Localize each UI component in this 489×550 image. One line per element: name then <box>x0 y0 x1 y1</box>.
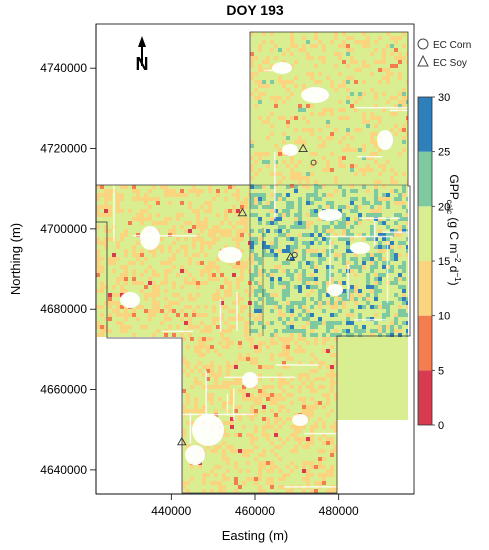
soy-site-marker <box>298 143 308 152</box>
colorbar: 0 5 10 15 20 25 30 <box>417 92 450 432</box>
soy-site-marker <box>285 252 296 261</box>
legend-soy-marker <box>417 54 429 67</box>
colorbar-tick-label: 10 <box>438 311 450 323</box>
map-title: DOY 193 <box>226 2 284 18</box>
soy-site-marker <box>237 207 248 217</box>
y-axis-label: Northing (m) <box>8 223 23 295</box>
gpp-raster <box>96 32 408 493</box>
colorbar-tick-label: 15 <box>438 256 450 268</box>
colorbar-tick-label: 30 <box>438 92 450 104</box>
y-tick-label: 4700000 <box>40 222 87 236</box>
colorbar-label: GPPcalc (g C m−2 d−1) <box>445 174 462 285</box>
legend-corn-marker <box>417 38 429 50</box>
colorbar-bin <box>418 315 432 371</box>
soy-site-marker <box>177 436 187 446</box>
y-tick-label: 4740000 <box>40 61 87 75</box>
colorbar-bin <box>418 206 432 261</box>
colorbar-tick-label: 0 <box>438 420 444 432</box>
y-tick-label: 4720000 <box>40 142 87 156</box>
y-tick-label: 4660000 <box>40 383 87 397</box>
y-tick-label: 4680000 <box>40 302 87 316</box>
site-legend: EC Corn EC Soy <box>417 38 471 69</box>
x-tick-label: 480000 <box>319 504 359 518</box>
colorbar-tick-label: 20 <box>438 201 450 213</box>
colorbar-tick-label: 5 <box>438 365 444 377</box>
x-tick-label: 460000 <box>235 504 275 518</box>
y-tick-label: 4640000 <box>40 463 87 477</box>
north-arrow-icon: N <box>136 36 149 74</box>
colorbar-bin <box>418 370 432 425</box>
colorbar-tick-label: 25 <box>438 147 450 159</box>
y-axis: 4640000 4660000 4680000 4700000 4720000 47400… <box>40 24 97 494</box>
legend-soy-label: EC Soy <box>433 58 467 69</box>
colorbar-bin <box>418 261 432 316</box>
north-arrow-label: N <box>136 54 149 74</box>
corn-site-marker <box>291 252 298 258</box>
colorbar-bin <box>418 97 432 152</box>
x-tick-label: 440000 <box>151 504 191 518</box>
site-markers <box>177 143 317 446</box>
x-axis: 440000 460000 480000 <box>96 493 414 518</box>
colorbar-bin <box>418 151 432 207</box>
corn-site-marker <box>310 159 317 166</box>
tile-divider <box>249 184 408 336</box>
x-axis-label: Easting (m) <box>222 528 288 543</box>
legend-corn-label: EC Corn <box>433 40 471 51</box>
